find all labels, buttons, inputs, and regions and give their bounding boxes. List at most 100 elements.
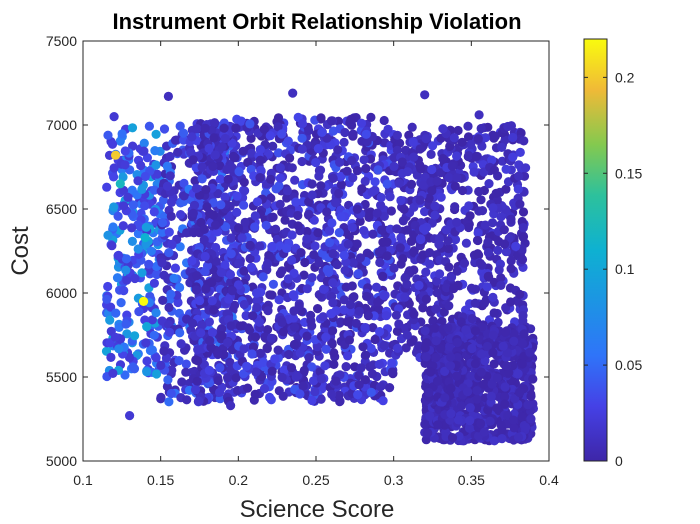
scatter-point — [240, 186, 250, 196]
scatter-point — [452, 217, 462, 227]
scatter-point — [142, 356, 152, 366]
scatter-point — [424, 193, 434, 203]
scatter-point — [106, 352, 116, 362]
scatter-point — [368, 229, 378, 239]
scatter-point — [328, 298, 338, 308]
scatter-point — [519, 136, 529, 146]
scatter-point — [109, 202, 119, 212]
scatter-point — [464, 201, 474, 211]
scatter-point — [190, 176, 200, 186]
colorbar-tick-label: 0 — [615, 453, 623, 469]
scatter-point — [453, 415, 464, 425]
scatter-point — [326, 116, 336, 126]
scatter-point — [197, 174, 207, 184]
scatter-point — [122, 329, 132, 339]
scatter-point — [220, 133, 230, 144]
colorbar-tick-label: 0.2 — [615, 69, 635, 85]
scatter-point — [130, 273, 140, 284]
scatter-point — [463, 121, 473, 131]
y-tick-label: 6500 — [46, 201, 77, 217]
scatter-point — [151, 160, 161, 170]
scatter-point — [236, 116, 246, 126]
scatter-point — [239, 299, 249, 310]
scatter-point — [139, 296, 149, 306]
scatter-point — [404, 130, 414, 140]
scatter-point — [175, 121, 185, 131]
scatter-point — [528, 374, 538, 384]
scatter-point — [133, 229, 143, 239]
y-tick-label: 5500 — [46, 369, 77, 385]
scatter-point — [211, 220, 221, 230]
scatter-point — [263, 325, 273, 335]
scatter-point — [506, 214, 516, 224]
scatter-point — [194, 396, 204, 406]
scatter-point — [219, 123, 229, 133]
scatter-point — [425, 248, 435, 258]
scatter-point — [396, 195, 406, 206]
scatter-point — [207, 296, 217, 306]
scatter-point — [466, 283, 477, 293]
scatter-point — [494, 265, 504, 275]
scatter-point — [461, 325, 471, 335]
scatter-point — [222, 164, 232, 175]
scatter-point — [399, 204, 409, 214]
scatter-point — [246, 133, 256, 143]
scatter-point — [452, 352, 463, 363]
scatter-point — [151, 129, 161, 139]
scatter-point — [487, 218, 498, 228]
scatter-point — [446, 383, 456, 393]
scatter-point — [164, 302, 174, 313]
scatter-point — [465, 403, 475, 413]
scatter-point — [398, 254, 408, 264]
scatter-point — [307, 395, 317, 406]
scatter-point — [317, 127, 327, 137]
scatter-point — [368, 323, 378, 333]
scatter-point — [446, 352, 456, 362]
scatter-point — [509, 336, 519, 346]
scatter-point — [499, 239, 510, 249]
scatter-point — [452, 371, 462, 381]
scatter-markers — [101, 88, 539, 446]
scatter-point — [177, 377, 187, 387]
scatter-point — [499, 225, 509, 235]
scatter-point — [389, 161, 399, 171]
x-tick-label: 0.3 — [384, 472, 404, 488]
scatter-point — [327, 218, 337, 228]
scatter-point — [227, 286, 237, 296]
scatter-point — [379, 340, 389, 351]
scatter-point — [423, 428, 433, 438]
scatter-point — [435, 269, 445, 279]
scatter-point — [134, 307, 144, 317]
scatter-point — [189, 200, 200, 210]
scatter-point — [123, 192, 133, 202]
scatter-point — [523, 400, 533, 410]
scatter-point — [316, 394, 326, 404]
scatter-point — [444, 262, 454, 272]
scatter-point — [201, 185, 211, 195]
scatter-point — [107, 139, 118, 149]
scatter-point — [483, 271, 493, 281]
scatter-point — [176, 210, 186, 220]
scatter-point — [371, 282, 381, 292]
scatter-point — [474, 110, 484, 120]
colorbar-tick-label: 0.1 — [615, 261, 635, 277]
scatter-point — [273, 148, 284, 158]
scatter-point — [141, 222, 151, 232]
scatter-point — [393, 343, 403, 353]
scatter-point — [402, 330, 412, 340]
scatter-point — [407, 122, 417, 132]
scatter-point — [210, 118, 220, 128]
scatter-point — [440, 366, 450, 376]
scatter-point — [509, 329, 519, 339]
scatter-point — [427, 186, 437, 196]
scatter-point — [205, 336, 215, 346]
scatter-point — [356, 363, 366, 373]
scatter-point — [102, 182, 112, 192]
scatter-point — [374, 304, 384, 314]
scatter-point — [207, 327, 217, 337]
scatter-point — [215, 387, 225, 397]
scatter-point — [420, 207, 430, 217]
scatter-point — [248, 342, 259, 352]
scatter-point — [302, 234, 312, 244]
scatter-point — [166, 211, 176, 221]
